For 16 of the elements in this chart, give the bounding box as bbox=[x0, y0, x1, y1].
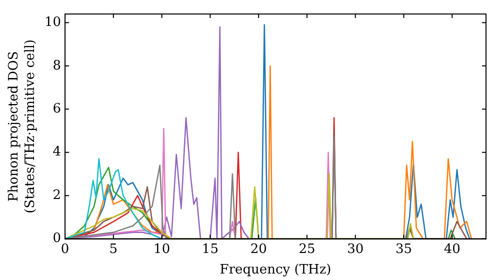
y-tick-label: 0 bbox=[52, 231, 62, 246]
y-tick-label: 8 bbox=[52, 58, 62, 74]
y-tick-label: 10 bbox=[44, 15, 62, 30]
y-tick-label: 2 bbox=[52, 188, 62, 203]
y-tick-label: 6 bbox=[52, 101, 62, 116]
y-tick-label: 4 bbox=[52, 144, 62, 160]
x-tick-label: 10 bbox=[154, 242, 170, 257]
x-tick-label: 5 bbox=[109, 242, 118, 257]
x-tick-label: 20 bbox=[250, 242, 267, 257]
x-tick-label: 30 bbox=[347, 242, 364, 257]
x-tick-label: 25 bbox=[298, 242, 316, 257]
x-tick-label: 40 bbox=[444, 242, 460, 257]
x-tick-label: 15 bbox=[202, 242, 218, 257]
x-tick-label: 35 bbox=[395, 242, 412, 257]
y-axis-title: Phonon projected DOS (States/THz·primitive cell) bbox=[6, 39, 38, 214]
x-axis-title: Frequency (THz) bbox=[220, 262, 332, 278]
